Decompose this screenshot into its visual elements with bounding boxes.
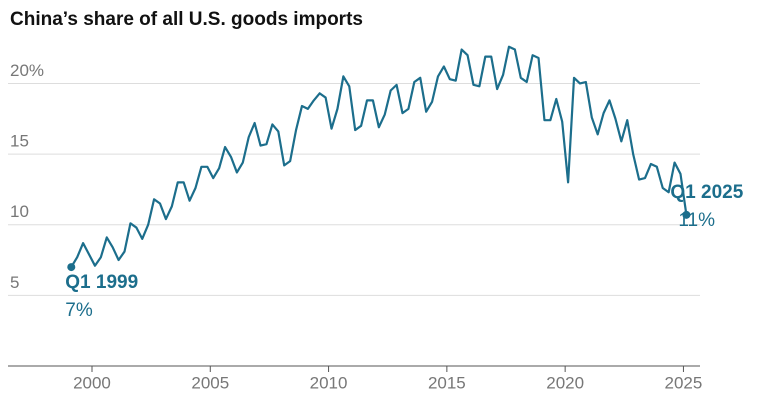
x-tick-label: 2010: [310, 373, 348, 392]
annotation-value: 11%: [678, 210, 715, 231]
data-line: [70, 45, 688, 268]
annotation-value: 7%: [65, 300, 93, 321]
x-tick-label: 2025: [665, 373, 703, 392]
point: [682, 210, 691, 219]
x-tick-label: 2000: [73, 373, 111, 392]
x-tick-label: 2020: [546, 373, 584, 392]
y-tick-label: 5: [10, 273, 19, 292]
point: [67, 263, 76, 272]
y-tick-label: 10: [10, 202, 29, 221]
x-tick-label: 2015: [428, 373, 466, 392]
y-tick-label: 20%: [10, 61, 44, 80]
annotation-label: Q1 1999: [65, 272, 138, 293]
y-tick-label: 15: [10, 132, 29, 151]
chart-title: China’s share of all U.S. goods imports: [10, 9, 363, 30]
x-tick-label: 2005: [191, 373, 229, 392]
annotation-label: Q1 2025: [670, 182, 743, 203]
